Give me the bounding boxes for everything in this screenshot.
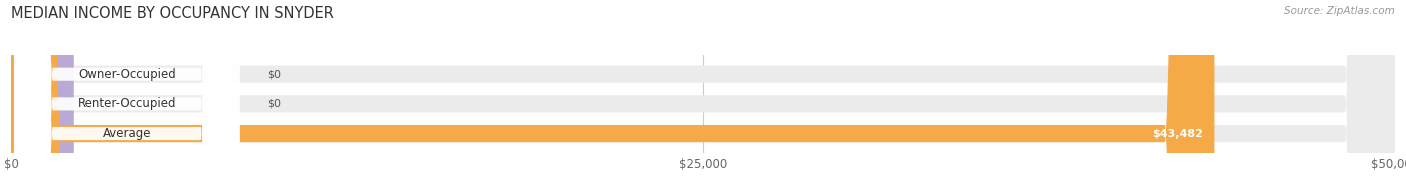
FancyBboxPatch shape <box>14 0 239 196</box>
Text: Owner-Occupied: Owner-Occupied <box>77 68 176 81</box>
Text: MEDIAN INCOME BY OCCUPANCY IN SNYDER: MEDIAN INCOME BY OCCUPANCY IN SNYDER <box>11 6 335 21</box>
FancyBboxPatch shape <box>11 0 1395 196</box>
FancyBboxPatch shape <box>14 0 239 196</box>
FancyBboxPatch shape <box>11 0 1215 196</box>
Text: Source: ZipAtlas.com: Source: ZipAtlas.com <box>1284 6 1395 16</box>
Text: $0: $0 <box>267 69 281 79</box>
Text: Average: Average <box>103 127 150 140</box>
FancyBboxPatch shape <box>11 0 73 196</box>
Text: $0: $0 <box>267 99 281 109</box>
Text: $43,482: $43,482 <box>1153 129 1204 139</box>
Text: Renter-Occupied: Renter-Occupied <box>77 97 176 110</box>
FancyBboxPatch shape <box>14 0 239 196</box>
FancyBboxPatch shape <box>11 0 1395 196</box>
FancyBboxPatch shape <box>11 0 1395 196</box>
FancyBboxPatch shape <box>11 0 73 196</box>
